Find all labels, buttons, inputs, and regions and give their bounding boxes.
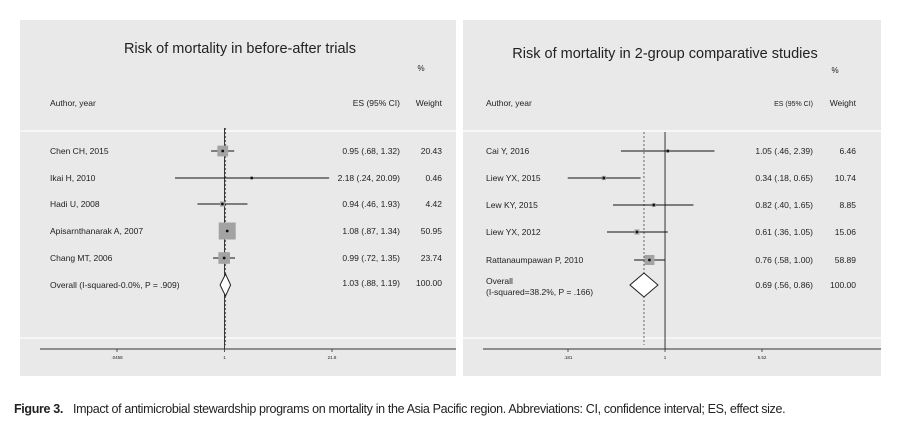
study-weight: 10.74	[835, 173, 857, 183]
overall-weight: 100.00	[830, 280, 856, 290]
study-label: Liew YX, 2015	[486, 173, 541, 183]
overall-label: Overall	[486, 276, 513, 286]
weight-header: Weight	[830, 98, 857, 108]
study-point-estimate	[221, 149, 225, 153]
study-es-ci: 1.05 (.46, 2.39)	[755, 146, 813, 156]
plot-title: Risk of mortality in 2-group comparative…	[512, 46, 817, 62]
study-point-estimate	[250, 176, 254, 180]
x-axis-tick-label: 21.8	[328, 355, 337, 360]
study-weight: 20.43	[421, 146, 443, 156]
study-es-ci: 0.76 (.58, 1.00)	[755, 255, 813, 265]
study-label: Liew YX, 2012	[486, 227, 541, 237]
study-point-estimate	[225, 229, 229, 233]
study-weight: 6.46	[839, 146, 856, 156]
x-axis-tick-label: 5.52	[758, 355, 767, 360]
study-point-estimate	[666, 149, 670, 153]
study-label: Chang MT, 2006	[50, 253, 113, 263]
study-label: Rattanaumpawan P, 2010	[486, 255, 583, 265]
overall-label: Overall (I-squared-0.0%, P = .909)	[50, 280, 180, 290]
x-axis-tick-label: .181	[564, 355, 573, 360]
study-point-estimate	[220, 202, 224, 206]
overall-diamond	[219, 272, 232, 298]
study-weight: 15.06	[835, 227, 857, 237]
weight-percent-header: %	[417, 64, 424, 73]
study-label: Apisarnthanarak A, 2007	[50, 226, 143, 236]
study-weight: 4.42	[425, 199, 442, 209]
study-es-ci: 1.08 (.87, 1.34)	[342, 226, 400, 236]
study-label: Hadi U, 2008	[50, 199, 100, 209]
study-point-estimate	[652, 203, 656, 207]
study-label: Ikai H, 2010	[50, 173, 96, 183]
study-weight: 50.95	[421, 226, 443, 236]
overall-label: (I-squared=38.2%, P = .166)	[486, 287, 593, 297]
study-weight: 58.89	[835, 255, 857, 265]
overall-diamond	[629, 272, 659, 298]
author-year-header: Author, year	[486, 98, 532, 108]
study-weight: 0.46	[425, 173, 442, 183]
overall-es-ci: 1.03 (.88, 1.19)	[342, 278, 400, 288]
study-weight: 23.74	[421, 253, 443, 263]
figure-caption-text: Impact of antimicrobial stewardship prog…	[72, 402, 786, 416]
study-es-ci: 0.95 (.68, 1.32)	[342, 146, 400, 156]
es-ci-header: ES (95% CI)	[774, 101, 813, 108]
x-axis-tick-label: 1	[223, 355, 226, 360]
study-es-ci: 0.94 (.46, 1.93)	[342, 199, 400, 209]
overall-weight: 100.00	[416, 278, 442, 288]
study-label: Chen CH, 2015	[50, 146, 109, 156]
figure-caption: Figure 3. Impact of antimicrobial steward…	[14, 402, 884, 416]
study-point-estimate	[635, 230, 639, 234]
study-label: Cai Y, 2016	[486, 146, 529, 156]
forest-plot-before-after: Risk of mortality in before-after trials…	[20, 20, 456, 376]
forest-plot-two-group: Risk of mortality in 2-group comparative…	[463, 20, 881, 376]
study-es-ci: 0.99 (.72, 1.35)	[342, 253, 400, 263]
study-label: Lew KY, 2015	[486, 200, 538, 210]
overall-es-ci: 0.69 (.56, 0.86)	[755, 280, 813, 290]
study-es-ci: 0.34 (.18, 0.65)	[755, 173, 813, 183]
study-es-ci: 0.61 (.36, 1.05)	[755, 227, 813, 237]
plot-title: Risk of mortality in before-after trials	[124, 41, 356, 57]
study-point-estimate	[222, 256, 226, 260]
study-es-ci: 2.18 (.24, 20.09)	[338, 173, 401, 183]
weight-header: Weight	[416, 98, 443, 108]
study-es-ci: 0.82 (.40, 1.65)	[755, 200, 813, 210]
study-weight: 8.85	[839, 200, 856, 210]
forest-plot-two-group-svg: Risk of mortality in 2-group comparative…	[463, 46, 881, 360]
study-point-estimate	[602, 176, 606, 180]
figure-caption-label: Figure 3.	[14, 402, 63, 416]
weight-percent-header: %	[831, 66, 838, 75]
es-ci-header: ES (95% CI)	[353, 98, 400, 108]
forest-plot-before-after-svg: Risk of mortality in before-after trials…	[20, 41, 456, 360]
author-year-header: Author, year	[50, 98, 96, 108]
study-point-estimate	[648, 258, 651, 262]
x-axis-tick-label: 1	[664, 355, 667, 360]
x-axis-tick-label: .0458	[111, 355, 123, 360]
